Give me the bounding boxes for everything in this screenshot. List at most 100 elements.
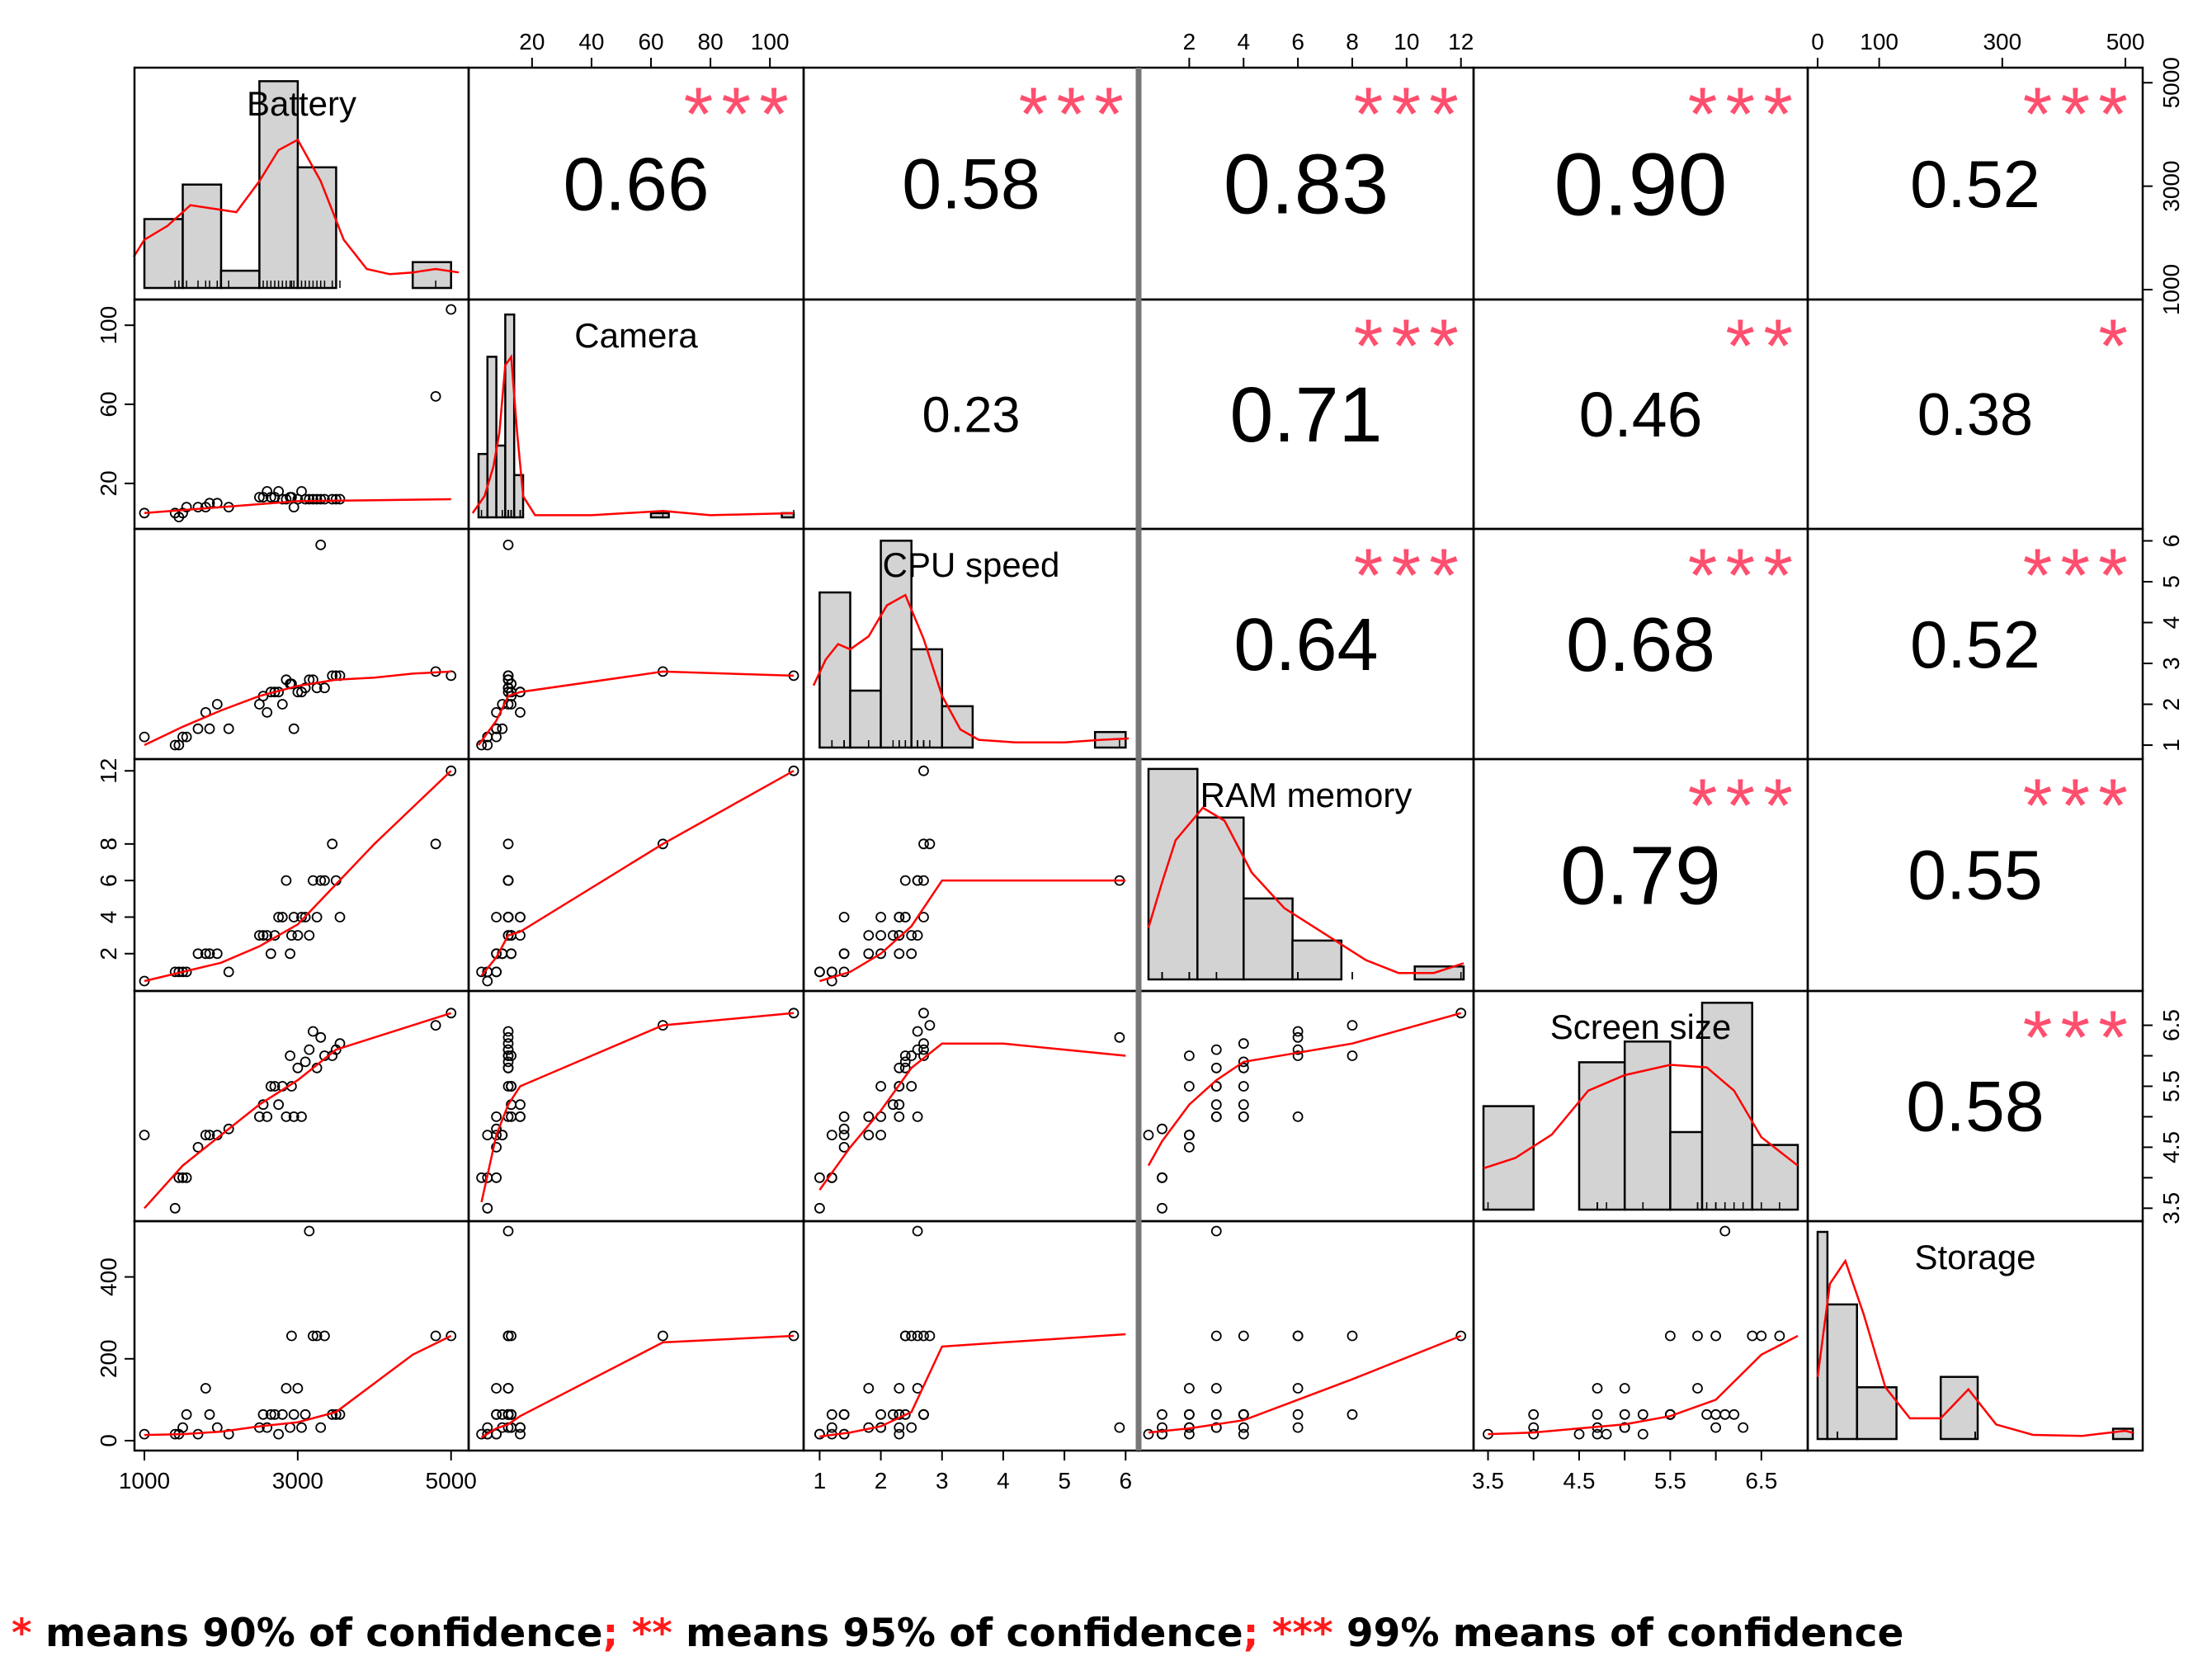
data-point-3-2-18: [906, 948, 917, 960]
data-point-5-4-3: [1528, 1422, 1540, 1433]
data-point-4-0-7: [204, 1130, 215, 1140]
data-point-4-3-31: [1238, 1038, 1249, 1050]
data-point-4-2-14: [894, 1081, 905, 1092]
data-point-5-3-30: [1292, 1408, 1304, 1420]
data-point-5-0-4: [181, 1408, 192, 1420]
data-point-3-0-17: [281, 875, 292, 886]
correlation-value-2-4: 0.68: [1566, 602, 1715, 687]
data-point-5-4-33: [1774, 1330, 1785, 1342]
panel-frame-5-4: [1472, 1220, 1809, 1452]
x-axis-ram-memory-tick-label-2: 6: [1291, 29, 1304, 54]
data-point-4-2-21: [894, 1062, 905, 1073]
data-point-5-3-26: [1238, 1330, 1249, 1342]
data-point-4-0-14: [269, 1081, 281, 1092]
data-point-5-3-28: [1292, 1330, 1304, 1342]
data-point-1-0-28: [318, 493, 330, 505]
y-axis-ram-memory-tick-label-4: 12: [96, 758, 121, 784]
x-axis-cpu-speed-tick-label-4: 5: [1058, 1468, 1071, 1493]
data-point-5-2-2: [814, 1428, 825, 1440]
panel-frame-4-1: [467, 989, 805, 1223]
data-point-5-2-31: [918, 1408, 929, 1420]
data-point-5-3-32: [1347, 1330, 1358, 1342]
variable-label-screen-size: Screen size: [1550, 1007, 1731, 1046]
data-point-5-3-15: [1238, 1428, 1249, 1440]
data-point-5-2-14: [894, 1408, 905, 1420]
data-point-5-1-28: [502, 1330, 514, 1342]
data-point-5-3-27: [1292, 1422, 1304, 1433]
significance-stars-1-5: *: [2098, 304, 2136, 389]
y-axis-battery-tick-label-0: 1000: [2158, 264, 2184, 315]
data-point-3-0-18: [285, 948, 296, 960]
data-point-4-1-29: [502, 1050, 514, 1061]
data-point-3-0-29: [327, 838, 338, 850]
data-point-5-1-21: [502, 1383, 514, 1394]
significance-stars-1-3: ***: [1354, 304, 1467, 389]
data-point-4-0-20: [288, 1111, 299, 1122]
histogram-bar-cpu-speed-4: [941, 705, 974, 749]
data-point-3-0-31: [334, 912, 346, 922]
legend-star-3: ***: [1258, 1611, 1333, 1656]
data-point-5-3-4: [1157, 1408, 1167, 1420]
data-point-4-2-15: [894, 1099, 905, 1111]
data-point-4-2-6: [863, 1130, 875, 1140]
y-axis-cpu-speed-tick-label-5: 6: [2158, 535, 2184, 548]
smooth-curve-3-0: [144, 770, 452, 983]
smooth-curve-3-2: [819, 879, 1126, 983]
data-point-5-0-12: [262, 1422, 273, 1433]
data-point-5-1-32: [658, 1330, 668, 1342]
data-point-4-2-1: [814, 1202, 825, 1214]
data-point-3-0-7: [204, 948, 215, 960]
density-curve-camera: [471, 353, 795, 517]
data-point-1-0-10: [253, 492, 265, 503]
x-axis-ram-memory-tick-label-5: 12: [1448, 29, 1474, 54]
data-point-4-0-13: [265, 1081, 276, 1092]
correlation-value-0-1: 0.66: [563, 143, 709, 226]
data-point-4-3-22: [1238, 1111, 1249, 1122]
data-point-5-3-13: [1184, 1408, 1195, 1420]
data-point-3-2-2: [814, 966, 825, 978]
x-axis-ram-memory-tick-label-0: 2: [1183, 29, 1196, 54]
x-axis-ram-memory-tick-label-1: 4: [1237, 29, 1250, 54]
data-point-5-4-20: [1619, 1408, 1630, 1420]
data-point-4-3-9: [1157, 1123, 1167, 1135]
data-point-4-0-23: [299, 1056, 311, 1068]
significance-stars-0-3: ***: [1354, 73, 1467, 157]
significance-stars-0-4: ***: [1688, 73, 1801, 157]
data-point-4-2-22: [894, 1111, 905, 1122]
data-point-4-0-9: [223, 1123, 234, 1135]
histogram-bar-camera-2: [495, 444, 507, 519]
data-point-4-3-25: [1292, 1026, 1304, 1037]
data-point-5-4-29: [1710, 1408, 1722, 1420]
correlation-value-3-5: 0.55: [1908, 837, 2043, 914]
y-axis-storage-tick-label-0: 0: [96, 1434, 121, 1447]
data-point-4-1-4: [491, 1172, 502, 1183]
data-point-4-0-27: [315, 1031, 327, 1043]
data-point-5-0-20: [288, 1408, 299, 1420]
y-axis-camera-tick-label-2: 100: [96, 306, 121, 345]
x-axis-screen-size-tick-label-2: 4.5: [1563, 1468, 1595, 1493]
data-point-4-1-27: [502, 1031, 514, 1043]
data-point-3-1-18: [506, 948, 516, 960]
correlation-value-0-5: 0.52: [1910, 148, 2040, 222]
smooth-curve-5-0: [144, 1334, 452, 1437]
data-point-4-2-31: [918, 1038, 929, 1050]
data-point-3-0-32: [430, 838, 441, 850]
data-point-1-0-24: [304, 493, 315, 505]
data-point-5-1-31: [502, 1408, 514, 1420]
data-point-5-4-4: [1528, 1408, 1540, 1420]
data-point-3-0-11: [257, 930, 269, 941]
data-point-4-2-7: [838, 1130, 850, 1140]
data-point-3-1-9: [491, 966, 502, 978]
data-point-4-1-20: [491, 1111, 502, 1122]
y-axis-cpu-speed-tick-label-0: 1: [2158, 738, 2184, 752]
y-axis-screen-size-tick-label-6: 6.5: [2158, 1009, 2184, 1041]
data-point-4-0-21: [292, 1062, 304, 1073]
data-point-4-2-32: [924, 1020, 936, 1031]
data-point-5-2-3: [826, 1422, 837, 1433]
data-point-4-1-15: [515, 1099, 526, 1111]
data-point-3-0-12: [262, 930, 273, 941]
x-axis-battery-tick-label-1: 3000: [272, 1468, 323, 1493]
data-point-4-0-24: [304, 1044, 315, 1055]
data-point-4-2-9: [838, 1123, 850, 1135]
data-point-5-1-27: [502, 1422, 514, 1433]
